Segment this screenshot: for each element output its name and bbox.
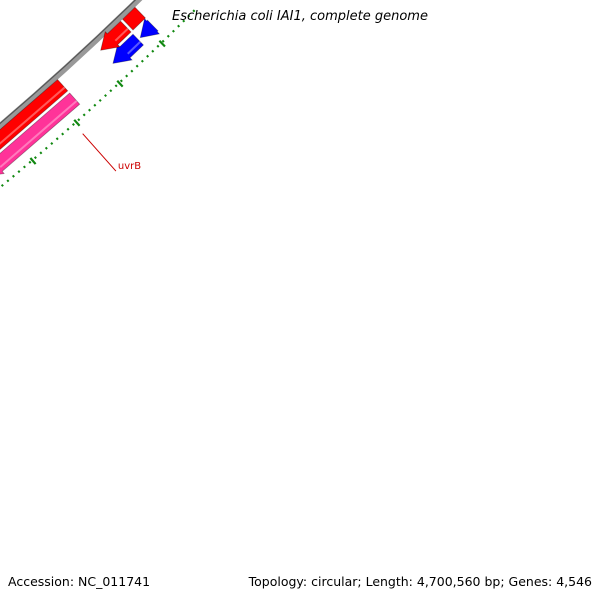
- gene-track: [0, 6, 161, 175]
- outer-dots: [0, 9, 196, 189]
- ruler-dots: [0, 0, 87, 325]
- gene-labels: uvrBybhKmoaAmoaBmoaCmoaDmoaEybhLECIAI1_0…: [82, 133, 141, 172]
- outer-tick: [29, 157, 37, 165]
- gene-label-uvrB: uvrB: [118, 161, 141, 172]
- genome-backbone: [0, 0, 143, 130]
- backbone-arc: [0, 0, 143, 130]
- accession-label: Accession: NC_011741: [8, 574, 151, 589]
- gene-highlight: [127, 41, 141, 55]
- gene-uvrB: [0, 92, 81, 175]
- gene-feature: [100, 20, 132, 51]
- genome-title: Escherichia coli IAI1, complete genome: [172, 9, 428, 24]
- gene-highlight: [114, 28, 129, 42]
- backbone-edge: [0, 0, 137, 125]
- gene-feature: [0, 79, 69, 150]
- gene-highlight: [0, 100, 78, 168]
- outer-tick: [116, 79, 124, 88]
- outer-tick: [158, 39, 166, 48]
- gene-feature: [122, 6, 146, 31]
- outer-tick: [73, 119, 81, 127]
- gene-highlight: [0, 86, 66, 145]
- kbp-ruler: 860 kbp861 kbp862 kbp863 kbp864 kbp865 k…: [0, 0, 87, 325]
- outer-tick-track: [0, 9, 196, 189]
- genome-summary: Topology: circular; Length: 4,700,560 bp…: [248, 574, 592, 589]
- label-leader: [82, 133, 117, 172]
- gene-feature: [139, 17, 161, 39]
- gene-feature: [112, 33, 144, 64]
